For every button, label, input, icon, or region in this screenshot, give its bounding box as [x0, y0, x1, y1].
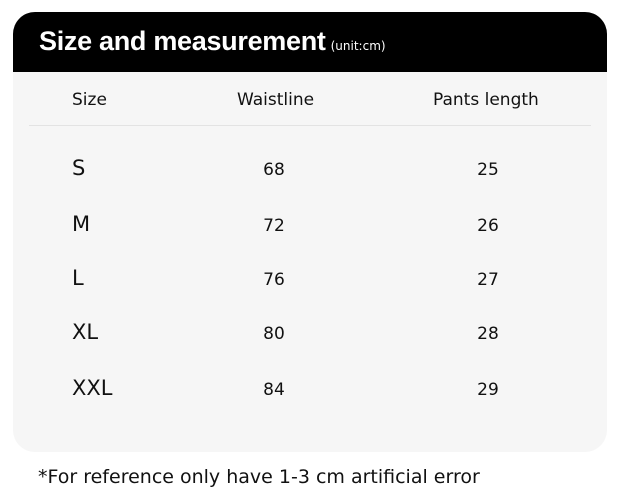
cell-pants-length: 28: [477, 324, 499, 344]
cell-pants-length: 27: [477, 270, 499, 290]
cell-size: S: [72, 156, 86, 180]
cell-pants-length: 29: [477, 380, 499, 400]
cell-size: XL: [72, 320, 99, 344]
cell-waistline: 84: [263, 380, 285, 400]
cell-size: M: [72, 212, 91, 236]
chart-title: Size and measurement: [39, 26, 326, 56]
column-header-size: Size: [72, 90, 107, 110]
cell-size: L: [72, 266, 84, 290]
size-chart-panel: Size and measurement (unit:cm) Size Wais…: [13, 12, 607, 452]
column-header-waistline: Waistline: [237, 90, 315, 110]
cell-size: XXL: [72, 376, 113, 400]
header-divider: [29, 125, 591, 126]
unit-label: (unit:cm): [330, 39, 386, 53]
column-header-pants-length: Pants length: [433, 90, 539, 110]
cell-pants-length: 26: [477, 216, 499, 236]
cell-waistline: 72: [263, 216, 285, 236]
chart-header: Size and measurement (unit:cm): [13, 12, 607, 72]
cell-waistline: 76: [263, 270, 285, 290]
cell-waistline: 68: [263, 160, 285, 180]
cell-waistline: 80: [263, 324, 285, 344]
footnote: *For reference only have 1-3 cm artifici…: [38, 466, 480, 488]
cell-pants-length: 25: [477, 160, 499, 180]
